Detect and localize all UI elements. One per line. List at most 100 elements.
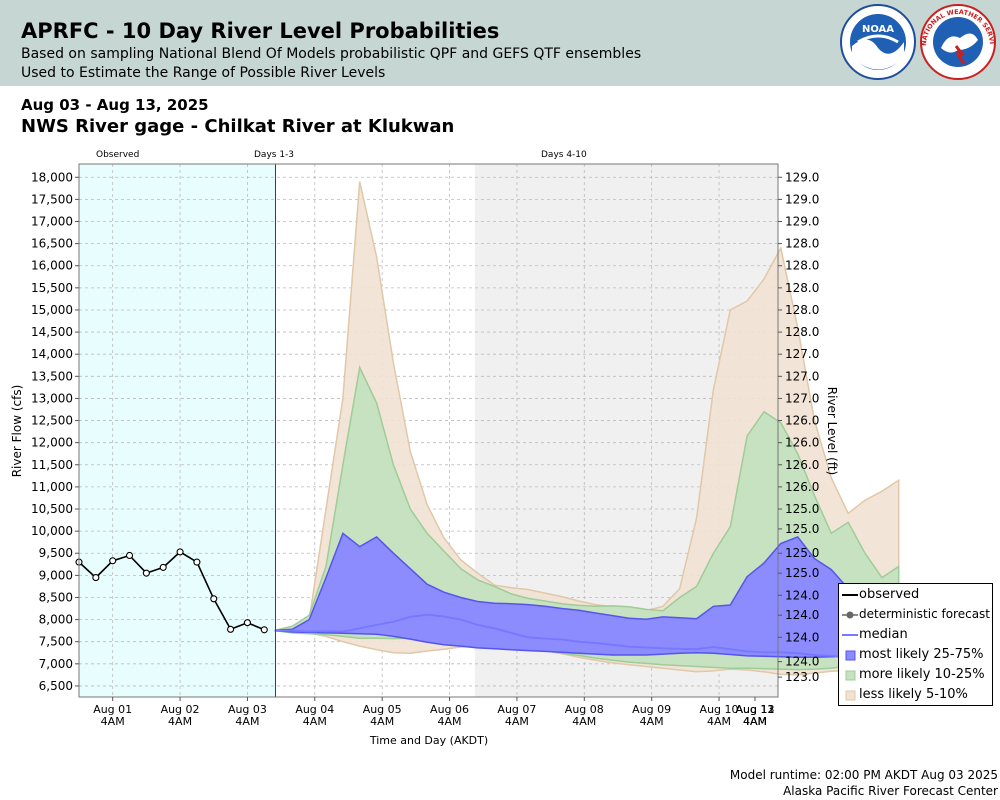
- x-tick-label-day: Aug 04: [295, 703, 334, 716]
- y2-tick-label: 124.0: [785, 655, 819, 669]
- y2-tick-label: 129.0: [785, 215, 819, 229]
- subtitle-line-2: Used to Estimate the Range of Possible R…: [21, 65, 386, 81]
- y-tick-label: 14,500: [31, 325, 73, 339]
- observed-point: [176, 548, 184, 556]
- y-tick-label: 10,000: [31, 524, 73, 538]
- forecast-center: Alaska Pacific River Forecast Center: [783, 784, 998, 798]
- legend-label-median: median: [859, 627, 908, 642]
- y2-tick-label: 125.0: [785, 522, 819, 536]
- y2-tick-label: 128.0: [785, 325, 819, 339]
- chart-axis-labels: Time and Day (AKDT) River Flow (cfs) Riv…: [10, 385, 839, 747]
- legend-symbol-observed: [842, 594, 858, 596]
- y2-tick-label: 126.0: [785, 436, 819, 450]
- noaa-logo: NOAA: [840, 4, 916, 80]
- y-tick-label: 17,500: [31, 192, 73, 206]
- y-tick-label: 15,500: [31, 281, 73, 295]
- observed-point: [243, 619, 251, 627]
- x-tick-label-time: 4AM: [572, 715, 596, 728]
- legend-label-deterministic: deterministic forecast: [859, 607, 991, 621]
- observed-point: [109, 557, 117, 565]
- y-tick-label: 7,000: [39, 657, 73, 671]
- observed-period-region: [79, 164, 276, 697]
- x-tick-label-time: 4AM: [743, 715, 767, 728]
- x-tick-label-day: Aug 12: [736, 703, 775, 716]
- observed-point: [227, 625, 235, 633]
- y-tick-label: 7,500: [39, 635, 73, 649]
- y2-tick-label: 124.0: [785, 588, 819, 602]
- plot-frame: [78, 163, 779, 698]
- median-line: [275, 613, 933, 660]
- y2-tick-label: 125.0: [785, 502, 819, 516]
- y-tick-label: 18,000: [31, 170, 73, 184]
- legend-entry-deterministic: deterministic forecast: [839, 606, 994, 624]
- legend-entry-10-25: more likely 10-25%: [839, 666, 994, 684]
- x-tick-label-time: 4AM: [743, 715, 767, 728]
- y-tick-label: 14,000: [31, 347, 73, 361]
- y2-tick-label: 127.0: [785, 369, 819, 383]
- x-tick-label-time: 4AM: [438, 715, 462, 728]
- observed-point: [142, 569, 150, 577]
- x-tick-label-time: 4AM: [235, 715, 259, 728]
- model-runtime: Model runtime: 02:00 PM AKDT Aug 03 2025: [729, 768, 998, 782]
- x-tick-label-time: 4AM: [101, 715, 125, 728]
- legend-label-10-25: more likely 10-25%: [859, 667, 985, 682]
- y2-tick-label: 129.0: [785, 192, 819, 206]
- legend-entry-median: median: [839, 626, 994, 644]
- legend-label-25-75: most likely 25-75%: [859, 647, 984, 662]
- x-tick-label-day: Aug 08: [565, 703, 604, 716]
- legend-symbol-25-75: [845, 650, 856, 661]
- x-tick-label-day: Aug 06: [430, 703, 469, 716]
- y-tick-label: 9,000: [39, 568, 73, 582]
- y2-axis-label: River Level (ft): [825, 387, 839, 475]
- y2-tick-label: 128.0: [785, 237, 819, 251]
- noaa-logo-text: NOAA: [862, 24, 894, 35]
- observed-point: [260, 626, 268, 634]
- y-tick-label: 11,000: [31, 480, 73, 494]
- x-tick-label-day: Aug 05: [363, 703, 402, 716]
- y2-tick-label: 125.0: [785, 546, 819, 560]
- observed-point: [159, 563, 167, 571]
- y2-tick-label: 128.0: [785, 303, 819, 317]
- x-tick-label-time: 4AM: [707, 715, 731, 728]
- x-tick-label-time: 4AM: [370, 715, 394, 728]
- x-tick-label-time: 4AM: [743, 715, 767, 728]
- period-label: Observed: [96, 150, 139, 160]
- y2-tick-label: 127.0: [785, 347, 819, 361]
- y-tick-label: 15,000: [31, 303, 73, 317]
- x-tick-label-time: 4AM: [640, 715, 664, 728]
- y2-tick-label: 125.0: [785, 566, 819, 580]
- y-tick-label: 16,000: [31, 259, 73, 273]
- y-tick-label: 10,500: [31, 502, 73, 516]
- y-tick-label: 11,500: [31, 458, 73, 472]
- chart-legend: observed deterministic forecast median m…: [838, 583, 993, 706]
- x-tick-label-time: 4AM: [303, 715, 327, 728]
- y2-tick-label: 128.0: [785, 281, 819, 295]
- legend-entry-5-10: less likely 5-10%: [839, 686, 994, 704]
- legend-entry-observed: observed: [839, 586, 994, 604]
- y-tick-label: 8,500: [39, 590, 73, 604]
- y-tick-label: 9,500: [39, 546, 73, 560]
- series-lines: [75, 548, 933, 660]
- y2-tick-label: 127.0: [785, 391, 819, 405]
- y-tick-label: 17,000: [31, 215, 73, 229]
- y2-tick-label: 128.0: [785, 259, 819, 273]
- y-tick-label: 13,000: [31, 391, 73, 405]
- x-tick-label-time: 4AM: [505, 715, 529, 728]
- x-tick-label-time: 4AM: [168, 715, 192, 728]
- period-label: Days 4-10: [541, 150, 587, 160]
- legend-entry-25-75: most likely 25-75%: [839, 646, 994, 664]
- x-tick-label-day: Aug 13: [736, 703, 775, 716]
- legend-symbol-deterministic: [842, 611, 858, 619]
- header-banner: APRFC - 10 Day River Level Probabilities…: [0, 0, 1000, 86]
- observed-point: [193, 558, 201, 566]
- y-axis-label: River Flow (cfs): [10, 385, 24, 478]
- y-tick-label: 16,500: [31, 237, 73, 251]
- y2-tick-label: 123.0: [785, 670, 819, 684]
- y-tick-label: 13,500: [31, 369, 73, 383]
- subtitle-line-1: Based on sampling National Blend Of Mode…: [21, 46, 642, 62]
- x-tick-label-day: Aug 02: [161, 703, 200, 716]
- x-tick-label-day: Aug 09: [632, 703, 671, 716]
- observed-point: [210, 595, 218, 603]
- legend-label-observed: observed: [859, 587, 920, 602]
